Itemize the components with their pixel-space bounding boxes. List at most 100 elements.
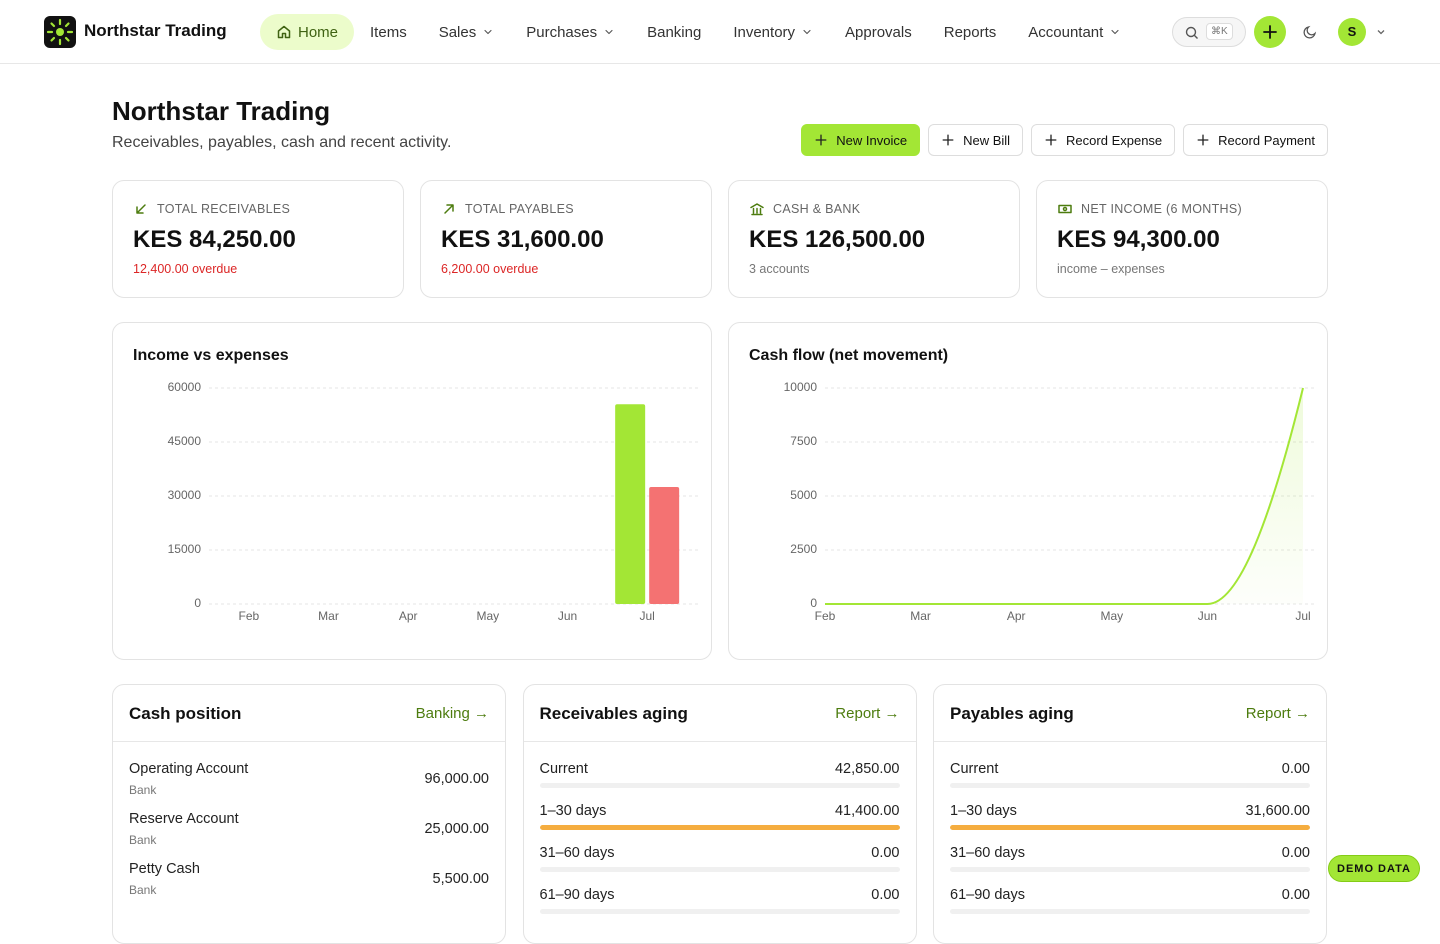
plus-icon — [815, 134, 827, 146]
nav-item[interactable]: Purchases — [510, 14, 631, 50]
kpi-card: TOTAL PAYABLES KES 31,600.00 6,200.00 over… — [420, 180, 712, 298]
kpi-note: 12,400.00 overdue — [133, 262, 238, 276]
nav-label: Inventory — [733, 23, 796, 41]
y-tick-label: 10000 — [784, 380, 818, 394]
brand-logo[interactable] — [44, 16, 76, 48]
aging-amount: 42,850.00 — [834, 761, 900, 777]
action-label: New Bill — [963, 132, 1011, 148]
action-label: Record Expense — [1066, 132, 1163, 148]
brand-name[interactable]: Northstar Trading — [84, 21, 227, 40]
kpi-icon — [136, 204, 146, 214]
kpi-value: KES 31,600.00 — [441, 226, 604, 253]
aging-amount: 0.00 — [1281, 887, 1310, 903]
aging-track — [539, 783, 900, 788]
nav-label: Approvals — [845, 23, 912, 41]
action-button[interactable]: New Bill — [928, 124, 1024, 156]
dropdown-chevron — [803, 29, 811, 35]
x-tick-label: Mar — [318, 609, 339, 623]
nav-item[interactable]: Items — [354, 14, 423, 50]
action-label: New Invoice — [836, 132, 908, 148]
x-tick-label: Jul — [639, 609, 654, 623]
kpi-note: 3 accounts — [749, 262, 810, 276]
dropdown-chevron-path — [484, 29, 492, 35]
home-icon — [277, 25, 291, 39]
plus-icon — [942, 134, 954, 146]
aging-track — [950, 825, 1310, 830]
nav-label: Accountant — [1028, 23, 1104, 41]
area — [825, 388, 1303, 604]
kpi-icon — [1058, 204, 1072, 214]
user-avatar[interactable]: S — [1338, 18, 1366, 46]
kpi-note: 6,200.00 overdue — [441, 262, 539, 276]
aging-bar — [950, 825, 1310, 830]
plus-icon — [1263, 25, 1277, 39]
plus-icon-path — [1045, 134, 1057, 146]
panel-header: Cash position Banking → — [113, 685, 505, 742]
nav-label: Sales — [438, 23, 477, 41]
nav-item[interactable]: Inventory — [717, 14, 829, 50]
aging-track — [950, 867, 1310, 872]
account-type: Bank — [129, 833, 157, 847]
nav-item[interactable]: Accountant — [1012, 14, 1137, 50]
aging-bar — [539, 825, 900, 830]
x-tick-label: May — [476, 609, 499, 623]
panel-title: Payables aging — [950, 704, 1074, 723]
y-tick-label: 15000 — [168, 542, 202, 556]
action-button[interactable]: New Invoice — [801, 124, 921, 156]
bar — [649, 487, 680, 604]
nav-item[interactable]: Reports — [928, 14, 1013, 50]
aging-label: 1–30 days — [950, 803, 1017, 819]
plus-icon — [1197, 134, 1209, 146]
action-button[interactable]: Record Expense — [1031, 124, 1176, 156]
quick-add-button[interactable] — [1254, 16, 1286, 48]
logo-icon — [46, 18, 74, 46]
panel-link[interactable]: Report → — [1245, 705, 1310, 722]
home-icon-path — [277, 25, 291, 39]
kpi-card: CASH & BANK KES 126,500.00 3 accounts — [728, 180, 1020, 298]
y-tick-label: 30000 — [168, 488, 202, 502]
nav-item[interactable]: Sales — [423, 14, 511, 50]
dropdown-chevron-path — [803, 29, 811, 35]
aging-label: Current — [539, 761, 588, 777]
nav-item[interactable]: Approvals — [829, 14, 928, 50]
aging-label: 1–30 days — [539, 803, 607, 819]
aging-amount: 0.00 — [1281, 761, 1310, 777]
x-tick-label: May — [1100, 609, 1123, 623]
plus-icon-path — [942, 134, 954, 146]
dropdown-chevron-path — [605, 29, 613, 35]
user-menu-chevron[interactable] — [1376, 27, 1386, 37]
panel-link[interactable]: Banking → — [415, 705, 489, 722]
dropdown-chevron — [1111, 29, 1119, 35]
nav-item[interactable]: Home — [260, 14, 355, 50]
aging-amount: 41,400.00 — [834, 803, 900, 819]
chart-title: Cash flow (net movement) — [749, 347, 949, 364]
search-icon — [1185, 26, 1198, 39]
account-balance: 96,000.00 — [424, 771, 489, 787]
aging-track — [539, 867, 900, 872]
y-tick-label: 2500 — [790, 542, 817, 556]
nav-label: Items — [370, 23, 407, 41]
theme-toggle[interactable] — [1302, 24, 1318, 40]
account-balance: 5,500.00 — [432, 871, 489, 887]
aging-amount: 0.00 — [871, 887, 900, 903]
aging-label: Current — [950, 761, 999, 777]
nav-item[interactable]: Banking — [631, 14, 717, 50]
demo-badge[interactable]: DEMO DATA — [1328, 855, 1420, 882]
kpi-icon-path — [1058, 204, 1072, 214]
nav-label: Purchases — [526, 23, 598, 41]
account-type: Bank — [129, 783, 157, 797]
account-name: Reserve Account — [129, 811, 239, 827]
y-tick-label: 60000 — [168, 380, 202, 394]
action-button[interactable]: Record Payment — [1183, 124, 1328, 156]
action-label: Record Payment — [1218, 132, 1315, 148]
plus-icon-path — [1197, 134, 1209, 146]
panel-link[interactable]: Report → — [835, 705, 900, 722]
nav-menu: Home Items Sales Purchases Banking Inventory A… — [260, 14, 1137, 50]
y-tick-label: 0 — [810, 596, 817, 610]
panel-header: Receivables aging Report → — [523, 685, 916, 742]
kpi-card: TOTAL RECEIVABLES KES 84,250.00 12,400.00 … — [112, 180, 404, 298]
page-title: Northstar Trading — [112, 96, 331, 126]
account-name: Petty Cash — [129, 861, 200, 877]
aging-label: 31–60 days — [950, 845, 1025, 861]
aging-label: 61–90 days — [950, 887, 1025, 903]
